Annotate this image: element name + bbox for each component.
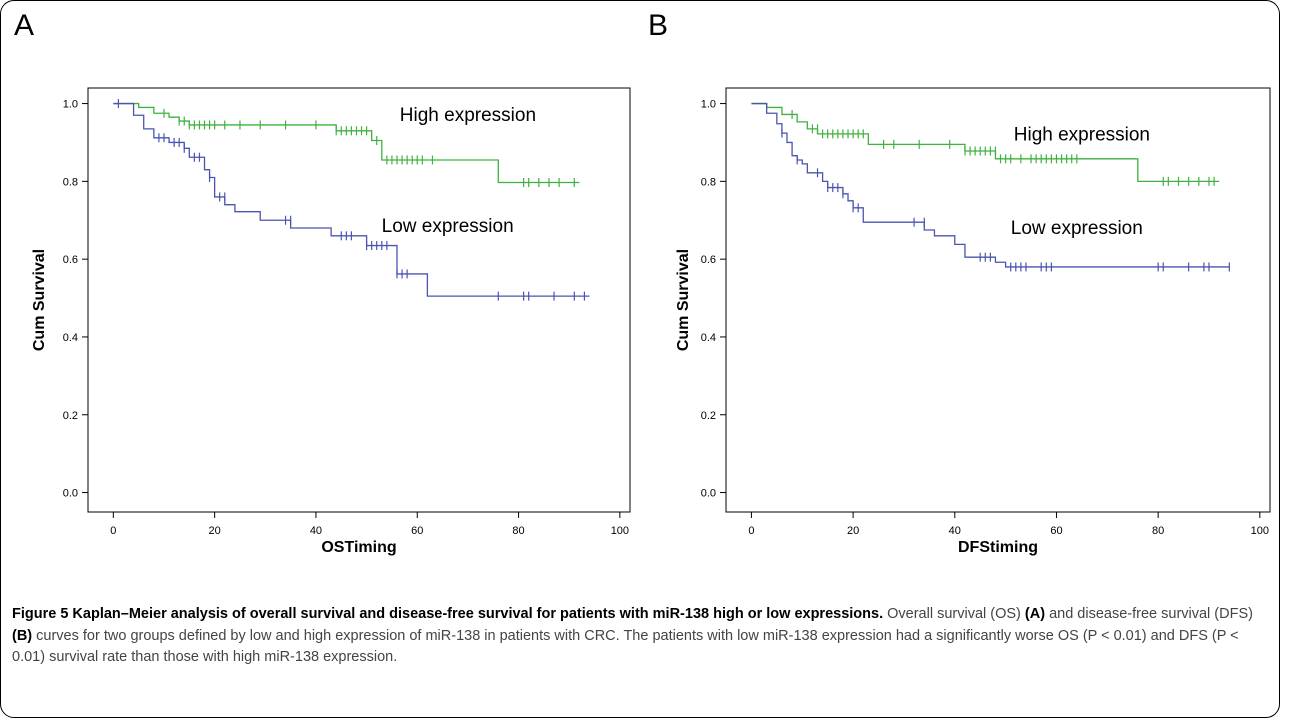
caption-label-b: (B) (12, 627, 33, 644)
os-x-tick-label: 60 (411, 525, 423, 537)
panel-label-a: A (14, 9, 35, 42)
dfs-y-tick-label: 0.2 (701, 410, 716, 422)
os-low-expression-curve (113, 102, 590, 297)
dfs-x-tick-label: 60 (1050, 525, 1062, 537)
panel-label-b: B (648, 9, 669, 42)
dfs-low-expression-label: Low expression (1011, 218, 1143, 239)
dfs-y-tick-label: 1.0 (701, 99, 716, 111)
dfs-x-axis-title: DFStiming (958, 539, 1038, 556)
caption-text-1: Overall survival (OS) (883, 606, 1025, 622)
dfs-x-tick-label: 80 (1152, 525, 1164, 537)
os-low-expression-label: Low expression (382, 216, 514, 237)
os-high-expression-label: High expression (400, 105, 536, 126)
dfs-x-tick-label: 100 (1251, 525, 1269, 537)
os-x-tick-label: 40 (310, 525, 322, 537)
os-y-axis-title: Cum Survival (31, 249, 48, 351)
km-chart-dfs: 0 20 40 60 80 100 0.0 0.2 0.4 0.6 0.8 1.0 DFStiming C… (675, 87, 1271, 556)
dfs-y-axis-title: Cum Survival (675, 249, 692, 351)
os-y-tick-label: 0.4 (63, 332, 78, 344)
dfs-y-tick-label: 0.6 (701, 254, 716, 266)
dfs-y-tick-label: 0.0 (701, 488, 716, 500)
os-y-tick-label: 0.6 (63, 254, 78, 266)
os-x-axis-title: OSTiming (321, 539, 396, 556)
os-x-tick-label: 20 (209, 525, 221, 537)
caption-text-3: curves for two groups defined by low and… (12, 627, 1239, 666)
os-x-tick-label: 0 (110, 525, 116, 537)
caption-label-a: (A) (1024, 606, 1046, 622)
caption-title: Figure 5 Kaplan–Meier analysis of overal… (12, 606, 884, 622)
figure-caption: Figure 5 Kaplan–Meier analysis of overal… (12, 604, 1262, 669)
os-plot-area (87, 87, 631, 513)
dfs-x-tick-label: 20 (847, 525, 859, 537)
dfs-high-expression-label: High expression (1014, 125, 1150, 146)
dfs-x-tick-label: 0 (748, 525, 754, 537)
dfs-y-tick-label: 0.4 (701, 332, 716, 344)
dfs-plot-area (725, 87, 1271, 513)
km-chart-os: 0 20 40 60 80 100 0.0 0.2 0.4 0.6 0.8 1.0 OSTiming Cu… (31, 87, 631, 556)
os-y-tick-label: 0.0 (63, 488, 78, 500)
os-x-tick-label: 100 (611, 525, 629, 537)
os-x-tick-label: 80 (512, 525, 524, 537)
os-y-tick-label: 0.2 (63, 410, 78, 422)
dfs-low-expression-curve (751, 102, 1230, 268)
dfs-x-tick-label: 40 (949, 525, 961, 537)
os-y-tick-label: 1.0 (63, 99, 78, 111)
os-y-tick-label: 0.8 (63, 176, 78, 188)
caption-text-2: and disease-free survival (DFS) (1045, 606, 1253, 622)
dfs-y-tick-label: 0.8 (701, 176, 716, 188)
